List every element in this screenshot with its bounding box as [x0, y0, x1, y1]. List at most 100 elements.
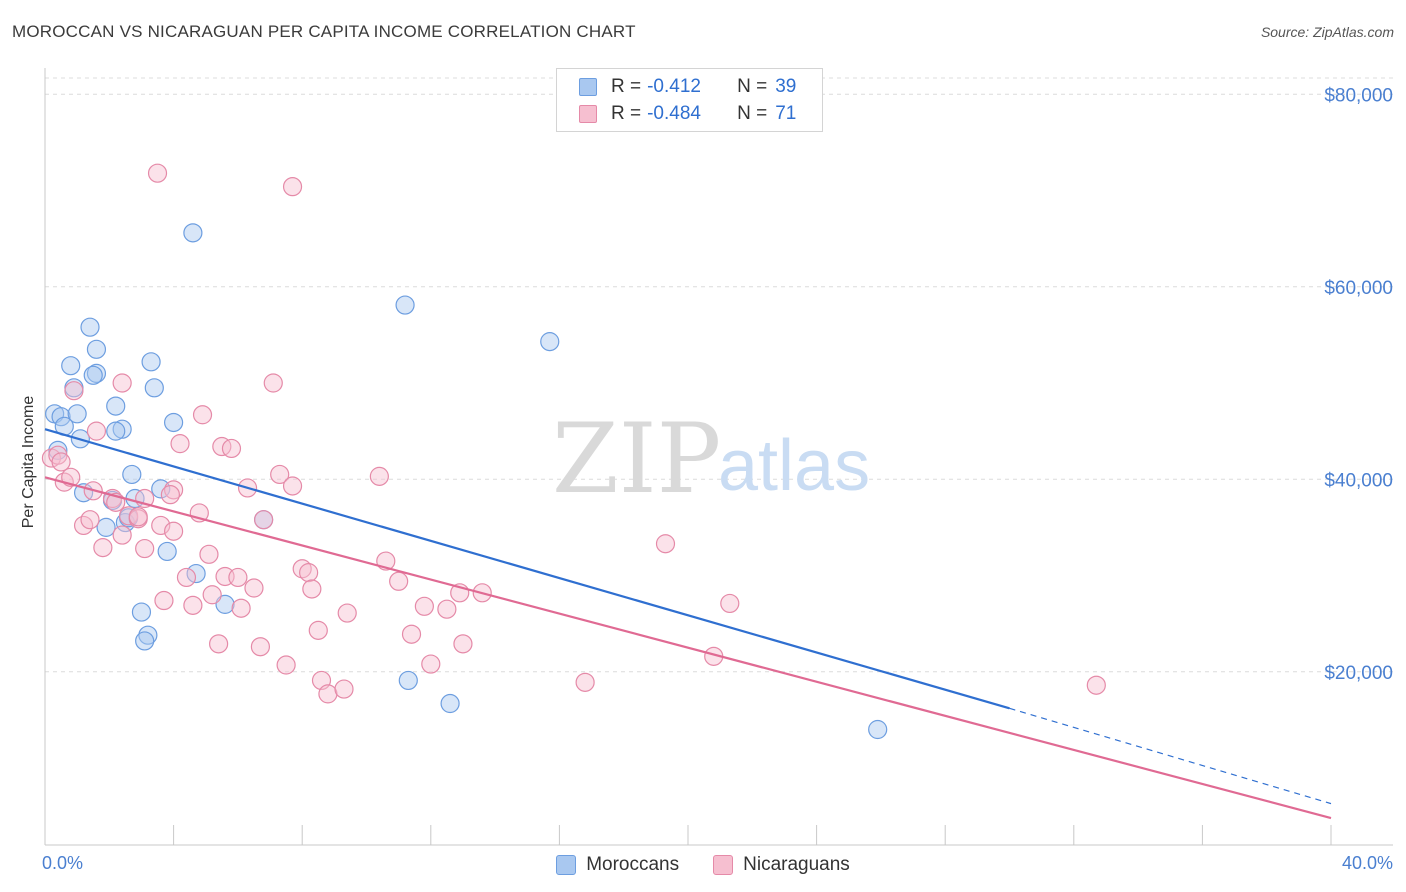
nicaraguans-point: [183, 595, 203, 615]
nicaraguans-point: [282, 177, 303, 197]
nicaraguans-point: [135, 538, 155, 559]
moroccans-point: [138, 625, 158, 645]
moroccans-swatch: [579, 78, 597, 96]
y-tick-label: $20,000: [1324, 663, 1393, 684]
nicaraguans-point: [128, 507, 148, 527]
moroccans-point: [86, 339, 107, 359]
watermark-atlas: atlas: [718, 426, 870, 506]
watermark: ZIP atlas: [552, 403, 870, 515]
nicaraguans-point: [202, 585, 222, 605]
moroccans-trend-line: [44, 428, 1010, 710]
nicaraguans-point: [720, 593, 740, 614]
moroccans-legend-swatch: [556, 855, 577, 875]
nicaraguans-point: [575, 672, 595, 692]
nicaraguans-point: [276, 655, 296, 675]
moroccans-point: [48, 440, 68, 460]
moroccans-point: [86, 363, 107, 383]
nicaraguans-point: [192, 405, 213, 425]
moroccans-point: [440, 693, 460, 714]
nicaraguans-point: [250, 637, 271, 657]
nicaraguans-point: [228, 567, 248, 588]
nicaraguans-point: [282, 476, 303, 496]
nicaraguans-point: [209, 634, 229, 654]
data-points: [41, 163, 1106, 740]
moroccans-point: [122, 464, 142, 485]
source-label: Source: ZipAtlas.com: [1260, 24, 1394, 40]
y-tick-label: $40,000: [1324, 470, 1393, 491]
nicaraguans-point: [337, 603, 357, 623]
nicaraguans-point: [221, 438, 242, 459]
moroccans-point: [106, 396, 126, 416]
moroccans-point: [135, 631, 155, 651]
nicaraguans-point: [170, 434, 190, 454]
nicaraguans-point: [1086, 675, 1106, 695]
nicaraguans-point: [299, 563, 319, 583]
n-label: N =: [737, 76, 768, 97]
y-axis-label: Per Capita Income: [20, 396, 37, 529]
nicaraguans-point: [437, 599, 457, 619]
r-label: R =: [611, 76, 642, 97]
nicaraguans-point: [655, 534, 676, 554]
nicaraguans-point: [160, 485, 180, 505]
moroccans-point: [157, 541, 177, 562]
moroccans-point: [186, 563, 206, 584]
moroccans-point: [144, 378, 164, 398]
stats-legend-row-nicaraguans: R = -0.484 N = 71: [579, 102, 796, 126]
moroccans-point: [83, 365, 103, 385]
watermark-zip: ZIP: [552, 403, 721, 515]
nicaraguans-point: [270, 464, 290, 485]
nicaraguans-point: [308, 620, 328, 640]
legend-item-nicaraguans[interactable]: Nicaraguans: [713, 854, 850, 876]
trend-lines: [44, 428, 1332, 820]
legend-label-nicaraguans: Nicaraguans: [743, 854, 850, 875]
moroccans-point: [183, 223, 203, 243]
moroccans-point: [131, 602, 152, 622]
moroccans-point: [540, 332, 560, 352]
nicaraguans-point: [401, 624, 422, 644]
nicaraguans-point: [414, 596, 434, 616]
moroccans-point: [141, 352, 161, 372]
nicaraguans-point: [93, 537, 113, 558]
moroccans-point: [215, 594, 235, 614]
nicaraguans-point: [263, 373, 283, 393]
moroccans-point: [96, 517, 116, 537]
nicaraguans-point: [64, 381, 84, 401]
tick-labels: $20,000 $40,000 $60,000 $80,000 0.0% 40.0%: [42, 85, 1393, 873]
nicaraguans-point: [112, 525, 132, 545]
n-value: 71: [775, 103, 797, 124]
nicaraguans-trend-line: [44, 476, 1332, 820]
moroccans-point: [67, 404, 87, 424]
nicaraguans-point: [212, 436, 232, 457]
legend-item-moroccans[interactable]: Moroccans: [556, 854, 679, 876]
moroccans-point: [395, 295, 415, 315]
stats-legend-row-moroccans: R = -0.412 N = 39: [579, 75, 796, 99]
nicaraguans-point: [199, 544, 219, 564]
nicaraguans-point: [389, 571, 409, 591]
nicaraguans-point: [302, 579, 322, 599]
r-value: -0.412: [647, 76, 701, 97]
nicaraguans-point: [86, 421, 107, 441]
nicaraguans-legend-swatch: [713, 855, 734, 875]
x-tick-label: 40.0%: [1342, 853, 1393, 873]
y-tick-label: $80,000: [1324, 85, 1393, 106]
y-tick-label: $60,000: [1324, 278, 1393, 299]
axes: [44, 68, 1393, 846]
nicaraguans-point: [231, 598, 251, 618]
nicaraguans-point: [334, 679, 354, 699]
moroccans-point: [398, 670, 418, 691]
nicaraguans-point: [318, 684, 338, 704]
moroccans-point: [106, 421, 126, 441]
nicaraguans-point: [254, 510, 274, 530]
moroccans-point: [868, 719, 888, 740]
n-label: N =: [737, 103, 768, 124]
nicaraguans-point: [51, 452, 71, 472]
x-tick-label: 0.0%: [42, 853, 83, 873]
chart-title: MOROCCAN VS NICARAGUAN PER CAPITA INCOME…: [12, 22, 636, 41]
nicaraguans-point: [453, 634, 473, 654]
nicaraguans-point: [112, 373, 132, 393]
stats-legend: R = -0.412 N = 39 R = -0.484 N = 71: [556, 68, 823, 132]
nicaraguans-point: [154, 590, 174, 611]
legend-label-moroccans: Moroccans: [586, 854, 680, 875]
nicaraguans-point: [147, 163, 168, 183]
